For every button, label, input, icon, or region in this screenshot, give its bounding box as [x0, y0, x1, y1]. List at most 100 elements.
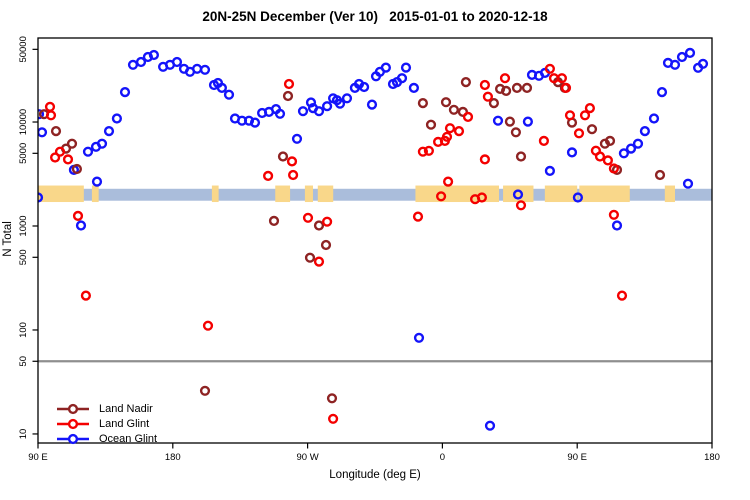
data-point: [148, 49, 160, 61]
y-axis-ticks: 10 50 100 500 1000 5000 10000 50000: [18, 36, 38, 439]
data-point: [462, 111, 474, 123]
data-point: [408, 82, 420, 94]
data-point: [639, 126, 651, 137]
data-point: [544, 63, 556, 74]
data-point: [283, 78, 295, 90]
data-point: [75, 220, 87, 231]
data-point: [669, 59, 681, 70]
data-point: [49, 152, 61, 163]
data-point: [538, 135, 550, 147]
data-point: [326, 393, 338, 404]
legend-label-land-glint: Land Glint: [99, 417, 150, 430]
data-point: [291, 133, 303, 144]
data-point: [697, 58, 709, 69]
data-point: [103, 126, 115, 137]
data-point: [111, 113, 123, 124]
data-point: [268, 215, 280, 227]
data-point: [479, 154, 491, 165]
data-point: [313, 256, 325, 267]
data-point: [476, 192, 488, 203]
x-tick-label: 180: [704, 452, 720, 463]
data-point: [544, 165, 556, 177]
data-point: [515, 151, 527, 162]
data-point: [444, 123, 456, 134]
data-point: [62, 154, 74, 165]
data-points: [38, 47, 709, 431]
y-tick-label: 50: [18, 356, 29, 367]
data-point: [521, 82, 533, 94]
chart-title: 20N-25N December (Ver 10) 2015-01-01 to …: [202, 9, 548, 24]
data-point: [548, 73, 560, 84]
data-point: [423, 145, 435, 156]
data-point: [274, 108, 286, 119]
data-point: [305, 97, 317, 108]
data-point: [44, 101, 56, 112]
land-glint-marker-icon: [57, 418, 89, 429]
data-point: [443, 176, 454, 187]
land-segment: [579, 185, 630, 203]
data-point: [572, 192, 584, 203]
x-axis-ticks: 90 E 180 90 W 0 90 E 180: [28, 443, 720, 463]
data-point: [457, 106, 469, 118]
data-point: [682, 178, 694, 189]
data-point: [515, 200, 527, 211]
x-axis-title: Longitude (deg E): [329, 469, 421, 481]
data-point: [511, 82, 523, 94]
data-point: [328, 413, 339, 424]
data-point: [560, 82, 572, 94]
legend-label-ocean-glint: Ocean Glint: [99, 432, 158, 445]
data-point: [479, 79, 491, 91]
y-tick-label: 50000: [18, 36, 29, 62]
data-point: [82, 146, 94, 157]
data-point: [676, 51, 688, 63]
x-tick-label: 90 W: [297, 452, 319, 463]
data-point: [488, 97, 500, 109]
data-point: [135, 56, 147, 68]
data-point: [171, 56, 183, 68]
data-point: [412, 211, 424, 222]
data-point: [243, 115, 255, 126]
data-point: [71, 163, 83, 175]
data-point: [448, 104, 460, 115]
data-point: [297, 106, 309, 117]
land-segment: [304, 185, 313, 203]
data-point: [632, 138, 644, 149]
data-point: [313, 220, 325, 231]
y-tick-label: 500: [18, 249, 29, 265]
data-point: [263, 170, 274, 182]
data-point: [510, 127, 522, 138]
data-point: [249, 117, 261, 128]
x-tick-label: 90 E: [28, 452, 48, 463]
data-point: [400, 62, 412, 73]
data-point: [66, 138, 78, 149]
data-point: [202, 320, 214, 331]
data-point: [616, 290, 628, 301]
data-point: [216, 82, 228, 94]
data-point: [38, 127, 48, 138]
data-point: [286, 156, 298, 167]
land-segment: [503, 185, 534, 203]
data-point: [313, 106, 325, 117]
data-point: [504, 116, 516, 127]
land-nadir-marker-icon: [57, 403, 89, 414]
data-point: [440, 97, 452, 108]
data-point: [579, 110, 591, 121]
data-point: [38, 109, 45, 120]
data-point: [199, 64, 211, 75]
data-point: [282, 90, 294, 102]
data-point: [302, 212, 314, 223]
data-point: [611, 220, 623, 231]
data-point: [453, 126, 465, 137]
legend-label-land-nadir: Land Nadir: [99, 402, 153, 415]
data-point: [334, 98, 346, 109]
data-point: [556, 73, 568, 84]
data-point: [602, 155, 614, 166]
legend-row-ocean-glint: Ocean Glint: [56, 431, 157, 446]
data-point: [199, 385, 211, 396]
y-tick-label: 5000: [18, 143, 29, 164]
data-point: [566, 147, 578, 158]
data-point: [38, 192, 44, 203]
data-point: [499, 73, 511, 84]
data-point: [322, 216, 333, 227]
series-land-glint: [44, 63, 628, 424]
